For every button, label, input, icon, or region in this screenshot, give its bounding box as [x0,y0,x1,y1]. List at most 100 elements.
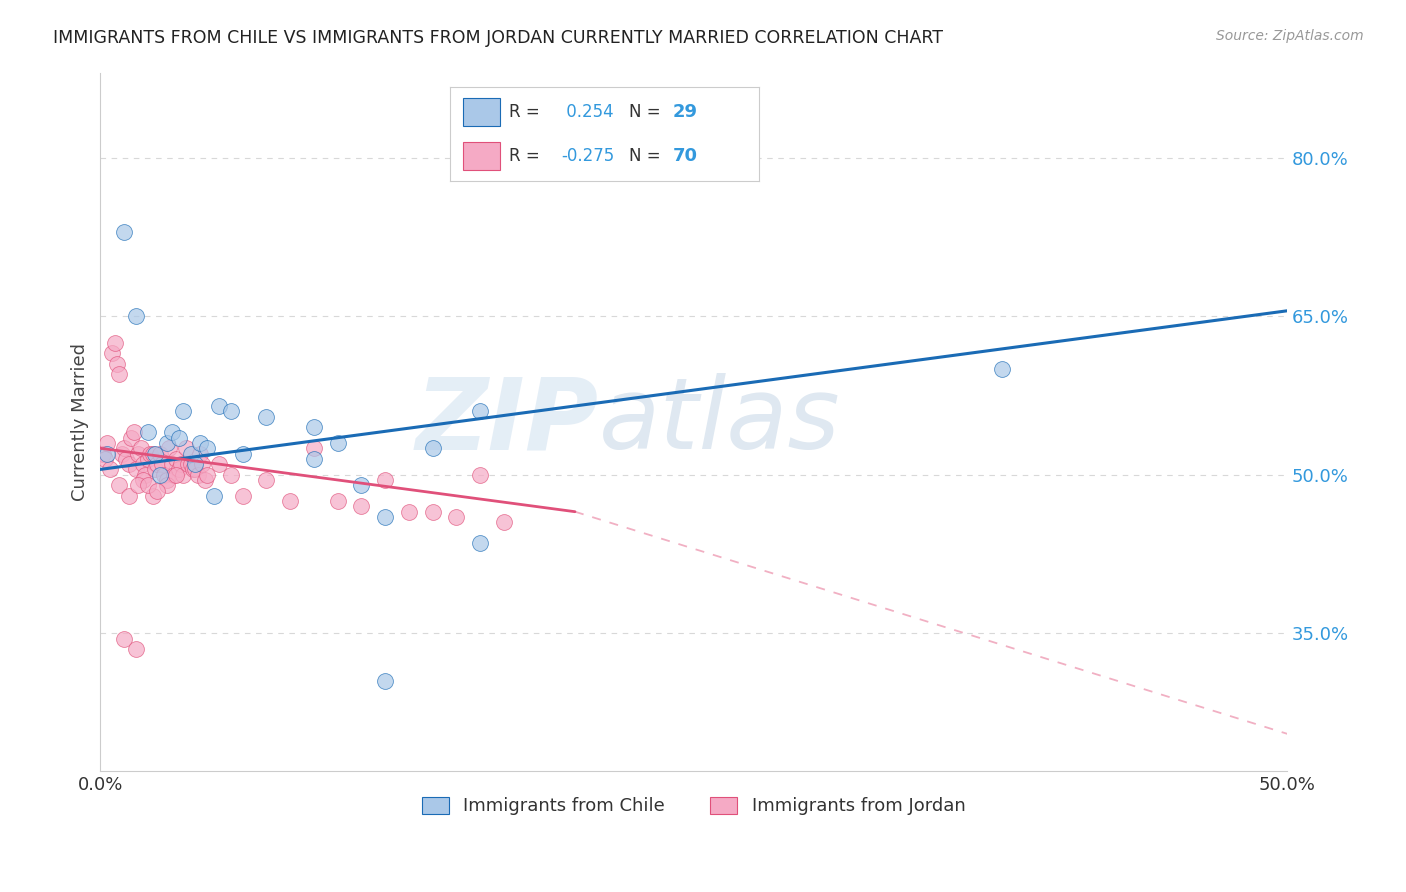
Point [232,446,254,460]
Point [157,442,180,456]
Point [191,457,214,471]
Point [177,457,200,471]
Point [256,409,278,424]
Point [136,478,159,492]
Point [108,368,131,382]
Text: ZIP: ZIP [416,374,599,470]
Point [991,362,1014,376]
Point [120,431,142,445]
Point [125,462,148,476]
Point [422,505,444,519]
Point [256,473,278,487]
Point [156,473,179,487]
Text: atlas: atlas [599,374,841,470]
Point [208,399,231,413]
Point [112,442,135,456]
Point [132,457,155,471]
Point [180,446,202,460]
Point [165,467,187,482]
Point [105,357,128,371]
Text: Source: ZipAtlas.com: Source: ZipAtlas.com [1216,29,1364,43]
Point [374,473,396,487]
Point [96,446,118,460]
Point [326,494,349,508]
Point [96,436,118,450]
Point [160,457,183,471]
Point [302,442,325,456]
Point [195,467,218,482]
Point [108,478,131,492]
Point [129,442,152,456]
Point [446,510,468,524]
Point [125,309,148,323]
Point [143,446,166,460]
Point [202,489,225,503]
Point [146,457,169,471]
Point [165,451,187,466]
Point [142,446,165,460]
Point [468,536,491,550]
Point [188,446,211,460]
Point [118,489,141,503]
Point [94,451,117,466]
Point [149,446,172,460]
Point [98,462,121,476]
Point [468,467,491,482]
Point [125,642,148,657]
Legend: Immigrants from Chile, Immigrants from Jordan: Immigrants from Chile, Immigrants from J… [413,788,974,824]
Point [184,462,207,476]
Point [127,478,149,492]
Point [180,457,202,471]
Point [156,436,179,450]
Point [167,431,190,445]
Point [146,483,169,498]
Point [91,446,114,460]
Point [136,451,159,466]
Point [302,420,325,434]
Point [122,425,145,440]
Point [174,442,197,456]
Point [153,467,176,482]
Point [184,457,207,471]
Point [422,442,444,456]
Point [188,436,211,450]
Point [350,478,373,492]
Point [374,510,396,524]
Point [149,467,172,482]
Point [219,404,242,418]
Point [127,446,149,460]
Point [374,673,396,688]
Point [326,436,349,450]
Point [115,451,138,466]
Point [112,225,135,239]
Point [134,467,156,482]
Point [398,505,420,519]
Point [139,446,162,460]
Point [136,425,159,440]
Point [142,489,165,503]
Text: IMMIGRANTS FROM CHILE VS IMMIGRANTS FROM JORDAN CURRENTLY MARRIED CORRELATION CH: IMMIGRANTS FROM CHILE VS IMMIGRANTS FROM… [53,29,943,46]
Point [195,442,218,456]
Point [160,425,183,440]
Point [187,467,209,482]
Point [181,462,204,476]
Point [111,446,134,460]
Point [278,494,301,508]
Point [150,457,173,471]
Point [208,457,231,471]
Point [232,489,254,503]
Point [172,404,194,418]
Y-axis label: Currently Married: Currently Married [72,343,89,500]
Point [101,346,124,360]
Point [103,335,125,350]
Point [163,467,186,482]
Point [172,467,194,482]
Point [492,515,515,529]
Point [302,451,325,466]
Point [170,457,193,471]
Point [118,457,141,471]
Point [156,478,179,492]
Point [143,462,166,476]
Point [219,467,242,482]
Point [194,473,217,487]
